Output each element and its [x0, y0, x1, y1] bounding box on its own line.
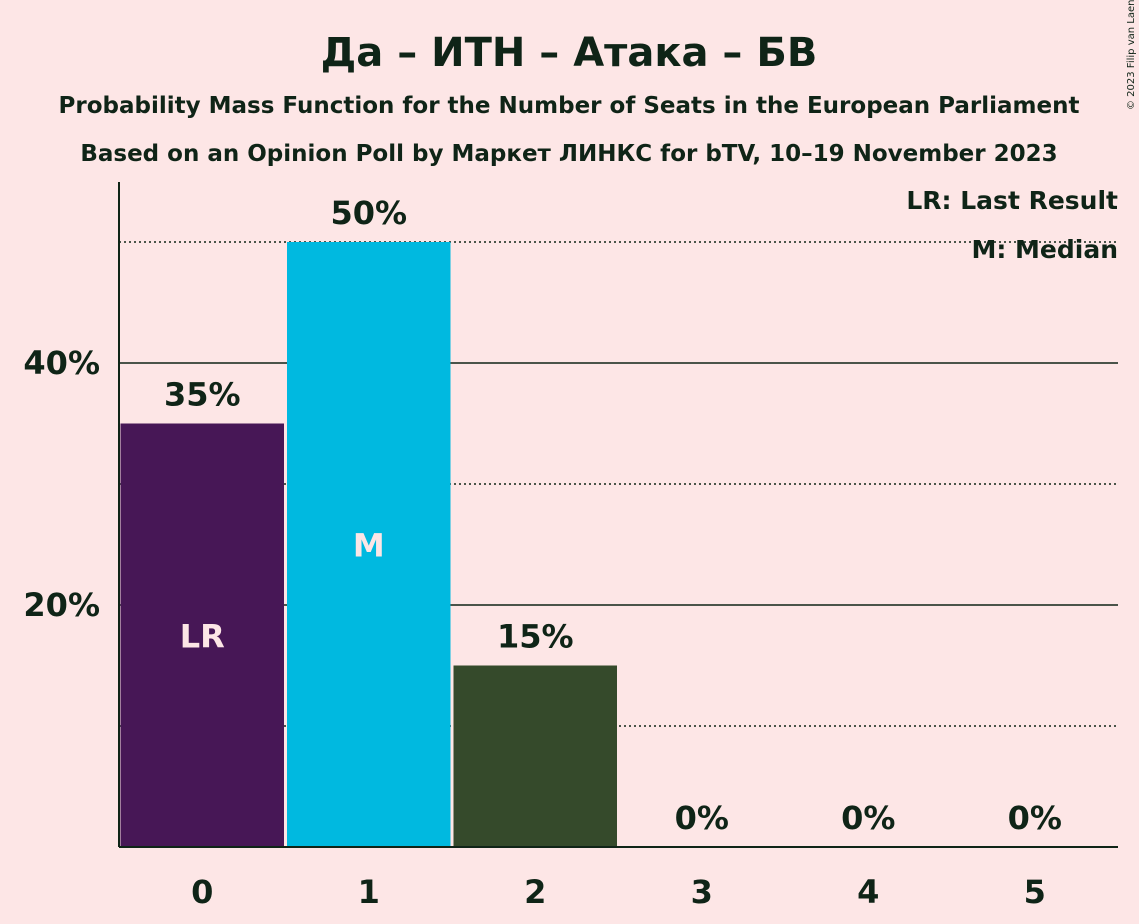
- value-label-bg: [322, 192, 415, 234]
- bar-value-label: 50%: [330, 194, 407, 232]
- value-label-bg: [156, 373, 249, 416]
- bar: [453, 665, 617, 847]
- chart-subtitle-line1: Probability Mass Function for the Number…: [59, 93, 1080, 119]
- value-label-bg: [988, 797, 1081, 839]
- chart-subtitle-line2: Based on an Opinion Poll by Маркет ЛИНКС…: [80, 141, 1057, 167]
- y-tick-label: 40%: [23, 344, 100, 382]
- x-tick-label: 5: [1024, 873, 1046, 911]
- gridlines: [119, 241, 1118, 727]
- copyright-text: © 2023 Filip van Laenen: [1126, 0, 1137, 110]
- y-tick-label: 20%: [23, 586, 100, 624]
- bar: [287, 242, 451, 847]
- chart-title: Да – ИТН – Атака – БВ: [321, 30, 818, 76]
- x-tick-label: 0: [191, 873, 213, 911]
- legend-last-result: LR: Last Result: [906, 186, 1118, 215]
- value-label-bg: [489, 615, 582, 658]
- bar-value-label: 0%: [675, 799, 729, 837]
- x-tick-label: 4: [857, 873, 879, 911]
- value-label-bg: [822, 797, 915, 839]
- x-tick-label: 3: [691, 873, 713, 911]
- axes-group: 20% 40% 0 1 2 3 4 5: [23, 182, 1118, 911]
- bar-value-label: 35%: [164, 376, 241, 414]
- labels-group: 35% LR 50% M 15% 0% 0% 0%: [156, 192, 1081, 839]
- legend-median: M: Median: [971, 235, 1118, 264]
- value-label-bg: [655, 797, 748, 839]
- x-tick-label: 1: [358, 873, 380, 911]
- bar-inner-label: LR: [180, 617, 225, 655]
- x-tick-label: 2: [524, 873, 546, 911]
- bar-value-label: 15%: [497, 618, 574, 656]
- bars-group: [120, 242, 617, 847]
- bar-value-label: 0%: [1008, 799, 1062, 837]
- bar: [120, 423, 284, 847]
- bar-inner-label: M: [353, 527, 385, 565]
- bar-value-label: 0%: [841, 799, 895, 837]
